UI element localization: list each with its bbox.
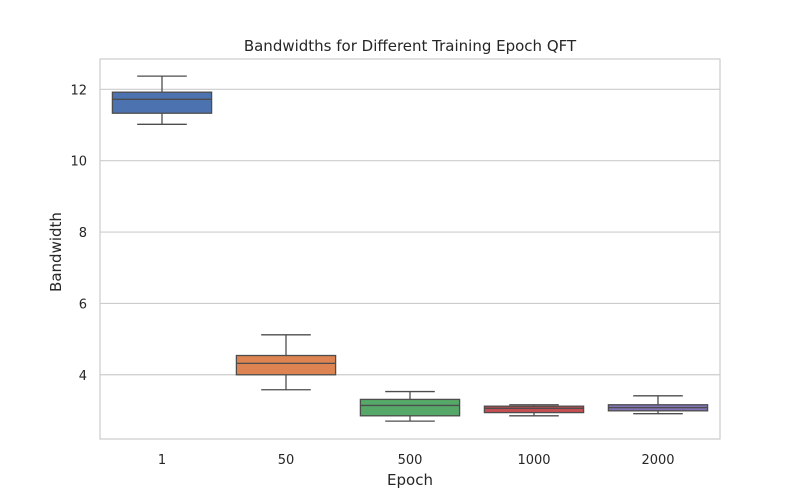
box-500 [359,390,461,422]
x-tick-label: 1000 [517,453,550,468]
y-tick-label: 10 [70,155,87,170]
iqr-box [483,405,585,414]
box-1 [111,75,213,125]
x-axis-label: Epoch [387,471,433,489]
box-50 [235,334,337,391]
x-tick-label: 2000 [641,453,674,468]
box-2000 [607,395,709,415]
boxes [111,75,709,422]
box-1000 [483,404,585,417]
y-tick-labels: 4 6 8 10 12 [70,83,87,383]
x-tick-label: 1 [158,453,166,468]
y-tick-label: 12 [70,83,87,98]
y-axis-label: Bandwidth [47,212,65,292]
plot-area-frame [99,58,721,440]
y-tick-label: 8 [79,226,87,241]
grid-lines [100,88,720,376]
chart-title: Bandwidths for Different Training Epoch … [244,37,577,55]
x-tick-label: 500 [398,453,423,468]
iqr-box [359,398,461,417]
y-tick-label: 6 [79,297,87,312]
y-tick-label: 4 [79,369,87,384]
x-tick-label: 50 [278,453,295,468]
iqr-box [111,91,213,114]
x-tick-labels: 1 50 500 1000 2000 [158,453,675,468]
iqr-box [235,354,337,376]
